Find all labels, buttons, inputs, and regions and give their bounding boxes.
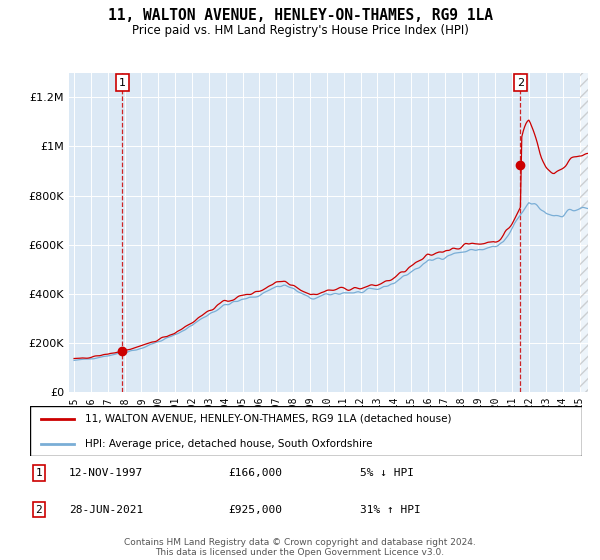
Text: 11, WALTON AVENUE, HENLEY-ON-THAMES, RG9 1LA: 11, WALTON AVENUE, HENLEY-ON-THAMES, RG9… (107, 8, 493, 24)
Text: 28-JUN-2021: 28-JUN-2021 (69, 505, 143, 515)
Text: £925,000: £925,000 (228, 505, 282, 515)
Text: 2: 2 (517, 78, 524, 87)
Text: 5% ↓ HPI: 5% ↓ HPI (360, 468, 414, 478)
Text: 1: 1 (119, 78, 126, 87)
Text: Price paid vs. HM Land Registry's House Price Index (HPI): Price paid vs. HM Land Registry's House … (131, 24, 469, 36)
Text: 11, WALTON AVENUE, HENLEY-ON-THAMES, RG9 1LA (detached house): 11, WALTON AVENUE, HENLEY-ON-THAMES, RG9… (85, 414, 452, 423)
Text: 12-NOV-1997: 12-NOV-1997 (69, 468, 143, 478)
Text: £166,000: £166,000 (228, 468, 282, 478)
Text: 1: 1 (35, 468, 43, 478)
Text: Contains HM Land Registry data © Crown copyright and database right 2024.
This d: Contains HM Land Registry data © Crown c… (124, 538, 476, 557)
Text: HPI: Average price, detached house, South Oxfordshire: HPI: Average price, detached house, Sout… (85, 439, 373, 449)
Text: 2: 2 (35, 505, 43, 515)
Text: 31% ↑ HPI: 31% ↑ HPI (360, 505, 421, 515)
FancyBboxPatch shape (30, 406, 582, 456)
